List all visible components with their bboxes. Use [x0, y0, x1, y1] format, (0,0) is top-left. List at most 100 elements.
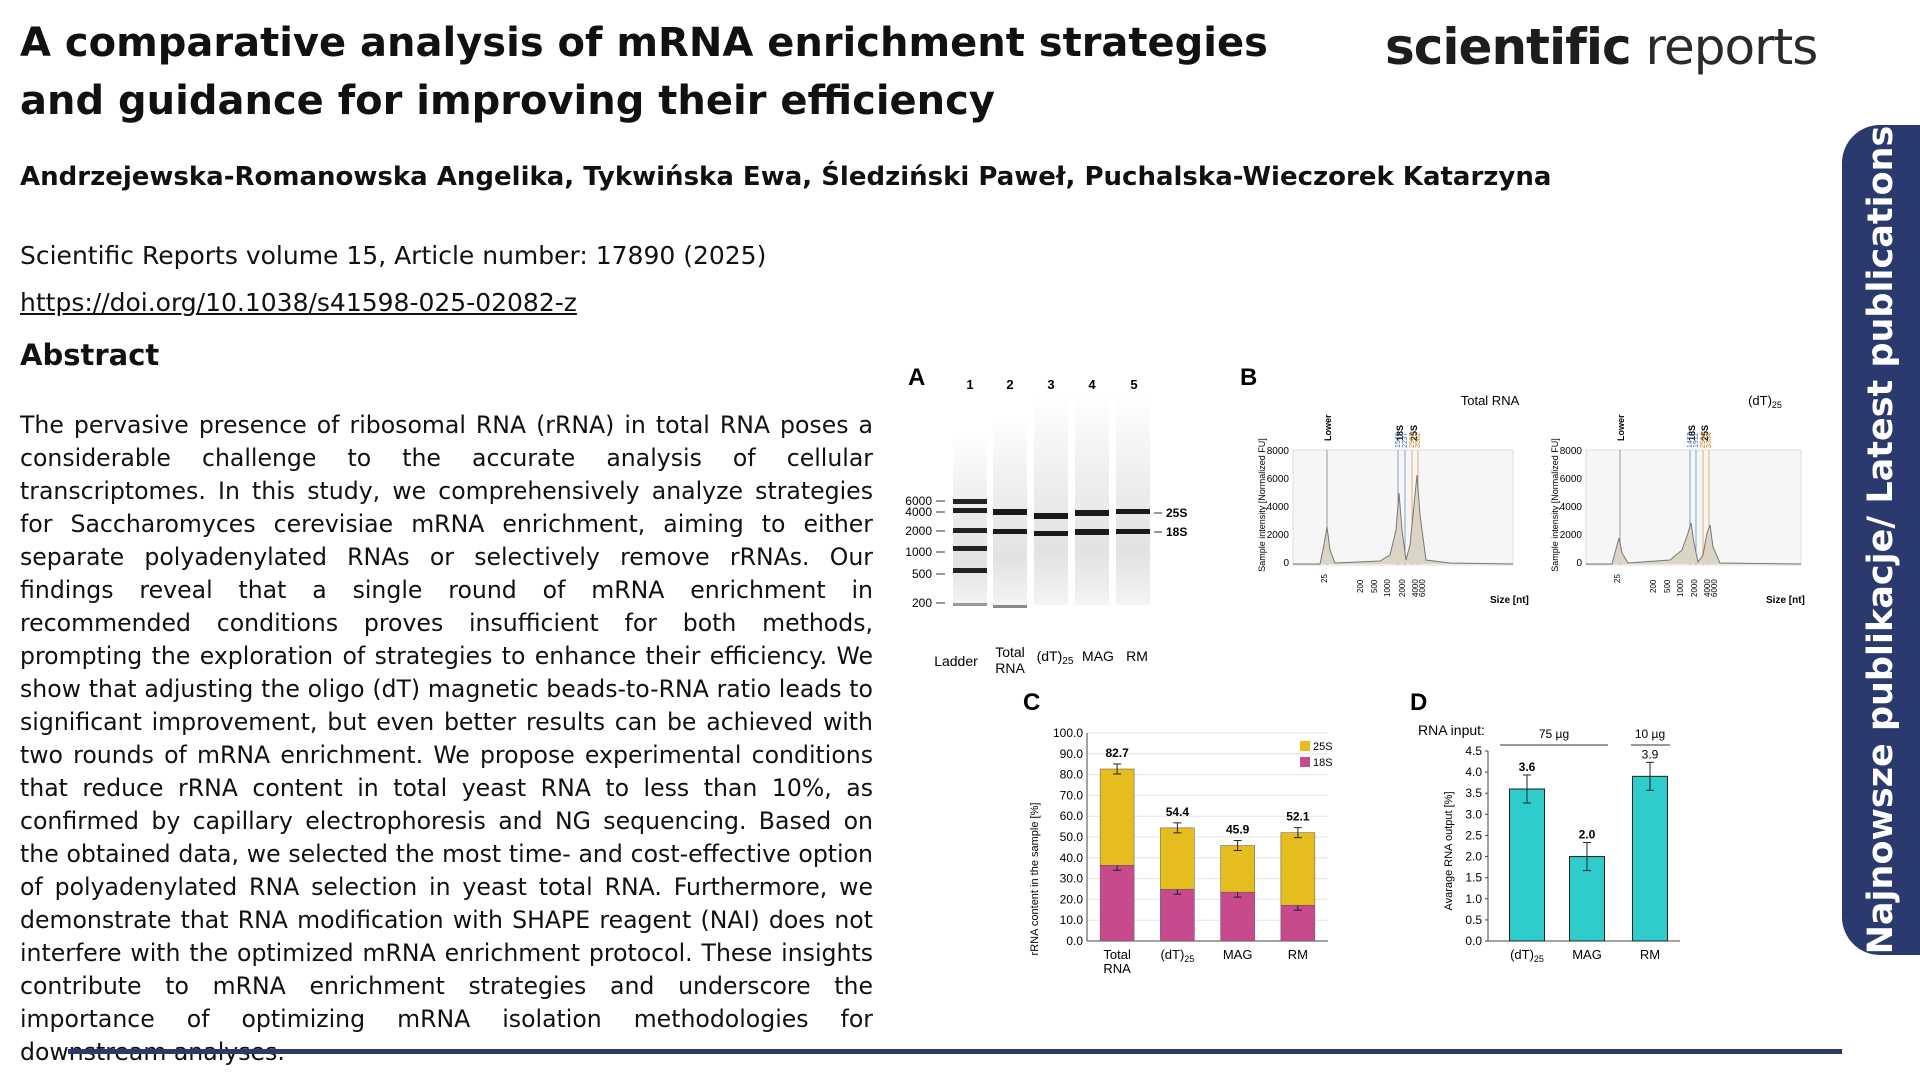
c-ytick: 60.0: [1060, 809, 1084, 823]
abstract-heading: Abstract: [20, 338, 160, 372]
peak-label: 18S: [1395, 425, 1405, 441]
peak-label: 25S: [1700, 425, 1710, 441]
band-label: 18S: [1166, 525, 1187, 539]
c-ytick: 50.0: [1060, 830, 1084, 844]
d-ytick: 1.0: [1465, 892, 1482, 906]
size-labels: 1472 1911 2594 3334: [1687, 432, 1713, 448]
size-label: 2594: [1700, 432, 1707, 448]
total-label: 82.7: [1105, 746, 1129, 760]
lane-label: RM: [1126, 648, 1148, 664]
ytick: 2000: [1560, 530, 1583, 541]
ladder-tick-marks: [936, 500, 1162, 604]
c-xlabel: RM: [1288, 947, 1308, 962]
bottom-rule: [68, 1049, 1842, 1054]
size-label: 1911: [1693, 433, 1700, 448]
ladder-tick: 4000: [905, 505, 932, 519]
size-labels: 1546 2237 2967 3562: [1395, 432, 1422, 448]
ytick: 0: [1283, 558, 1289, 569]
ytick: 4000: [1560, 502, 1583, 513]
d-ytick: 2.5: [1465, 828, 1482, 842]
c-ytick: 0.0: [1066, 934, 1083, 948]
sample-bands: [993, 509, 1150, 608]
trace: [1293, 474, 1514, 565]
c-ytick: 40.0: [1060, 851, 1084, 865]
peak-label: 18S: [1687, 425, 1697, 441]
bar-segment-25S: [1099, 768, 1135, 866]
author-list: Andrzejewska-Romanowska Angelika, Tykwiń…: [20, 162, 1552, 192]
peak-label: Lower: [1616, 414, 1626, 441]
side-tab[interactable]: Najnowsze publikacje/ Latest publication…: [1842, 125, 1920, 955]
xtick: 1000: [1383, 579, 1392, 597]
c-xlabels: Total RNA (dT)25 MAG RM: [1103, 947, 1308, 976]
xtick: 6000: [1710, 579, 1719, 597]
xtick: 1000: [1676, 579, 1685, 597]
d-bars: 3.6 2.0 3.9: [1509, 747, 1668, 942]
d-xlabel: (dT)25: [1510, 947, 1544, 964]
ladder-tick: 2000: [905, 524, 932, 538]
d-xlabels: (dT)25 MAG RM: [1510, 947, 1660, 964]
legend-label: 18S: [1313, 757, 1333, 769]
d-ylabel: Avarage RNA output [%]: [1443, 791, 1455, 910]
size-label: 3334: [1706, 432, 1713, 448]
electropherogram-dt25: Sample intensity [Normalized FU] 8000 60…: [1550, 393, 1805, 606]
lane-number: 2: [1006, 377, 1013, 392]
ladder-tick: 200: [912, 596, 932, 610]
side-tab-label: Najnowsze publikacje/ Latest publication…: [1861, 125, 1901, 955]
bar-segment-25S: [1220, 845, 1255, 893]
plot-title-dt25: (dT)25: [1748, 393, 1782, 410]
d-ytick: 4.0: [1465, 765, 1482, 779]
band-label: 25S: [1166, 506, 1187, 520]
panel-b: B Sample intensity [Normalized FU] 8000 …: [1240, 364, 1805, 606]
xtick: 4000: [1411, 579, 1420, 597]
d-xlabel: RM: [1640, 947, 1660, 962]
ladder-tick: 500: [912, 567, 932, 581]
panel-d: D RNA input: 75 µg 10 µg Avarage RNA out…: [1410, 689, 1680, 964]
lane-labels: Ladder Total RNA (dT)25 MAG RM: [934, 644, 1148, 676]
c-ytick: 10.0: [1060, 913, 1084, 927]
gel-lane-mag: [1075, 395, 1109, 605]
value-label: 3.9: [1642, 747, 1659, 761]
d-ytick: 0.0: [1465, 934, 1482, 948]
bar: [1632, 775, 1668, 942]
band-labels: 25S 18S: [1166, 506, 1187, 539]
c-xlabel: (dT)25: [1160, 947, 1194, 964]
lane-label: Total: [995, 644, 1025, 660]
xtick: 200: [1649, 579, 1658, 593]
size-label: 1546: [1395, 432, 1402, 448]
doi-link[interactable]: https://doi.org/10.1038/s41598-025-02082…: [20, 288, 577, 317]
panel-a-letter: A: [908, 364, 925, 391]
bar-segment-18S: [1220, 891, 1255, 942]
xtick: 25: [1613, 574, 1622, 583]
d-ytick: 2.0: [1465, 850, 1482, 864]
lane-label: RNA: [995, 660, 1025, 676]
legend-swatch-25s: [1300, 741, 1310, 751]
journal-logo-bold: scientific: [1385, 18, 1632, 76]
group-label: 10 µg: [1635, 727, 1665, 741]
lane-numbers: 1 2 3 4 5: [966, 377, 1137, 392]
panel-c-letter: C: [1023, 689, 1040, 716]
c-xlabel: Total RNA: [1103, 947, 1131, 976]
lane-number: 4: [1088, 377, 1096, 392]
peak-label: Lower: [1323, 414, 1333, 441]
size-label: 2237: [1402, 432, 1409, 448]
b-xlabel: Size [nt]: [1490, 595, 1529, 606]
d-yticks: 4.5 4.0 3.5 3.0 2.5 2.0 1.5 1.0 0.5 0.0: [1465, 744, 1488, 948]
ytick: 4000: [1267, 502, 1290, 513]
gel-lane-ladder: [953, 435, 987, 605]
bar-segment-25S: [1160, 827, 1195, 890]
b-yticks: 8000 6000 4000 2000 0: [1267, 446, 1290, 569]
b-xticks: 25 200 500 1000 2000 4000 6000: [1613, 574, 1719, 597]
lane-number: 1: [966, 377, 973, 392]
panel-b-letter: B: [1240, 364, 1257, 391]
xtick: 500: [1663, 579, 1672, 593]
peak-labels: Lower 18S 25S: [1323, 414, 1419, 441]
d-ytick: 0.5: [1465, 913, 1482, 927]
d-ytick: 1.5: [1465, 871, 1482, 885]
b-xlabel: Size [nt]: [1766, 595, 1805, 606]
panel-a: A 1 2 3 4 5: [905, 364, 1187, 676]
d-ytick: 3.0: [1465, 807, 1482, 821]
ladder-tick-labels: 6000 4000 2000 1000 500 200: [905, 494, 932, 610]
journal-logo-light: reports: [1645, 18, 1819, 76]
value-label: 2.0: [1579, 828, 1596, 842]
xtick: 4000: [1703, 579, 1712, 597]
